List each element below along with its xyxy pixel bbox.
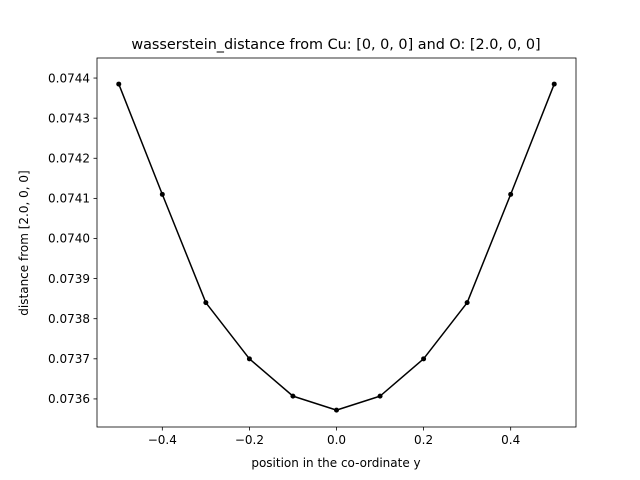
data-point	[159, 191, 165, 197]
x-tick-label: −0.4	[148, 433, 177, 447]
y-tick-label: 0.0738	[48, 312, 90, 326]
x-axis-label: position in the co-ordinate y	[251, 456, 420, 470]
data-point	[246, 356, 252, 362]
y-tick-label: 0.0742	[48, 151, 90, 165]
data-point	[421, 356, 427, 362]
x-tick-label: 0.4	[501, 433, 520, 447]
data-point	[116, 81, 122, 87]
data-point	[551, 81, 557, 87]
data-point	[203, 300, 209, 306]
y-tick-label: 0.0739	[48, 272, 90, 286]
data-point	[508, 191, 514, 197]
x-tick-label: 0.2	[414, 433, 433, 447]
y-axis-label: distance from [2.0, 0, 0]	[17, 170, 31, 315]
y-tick-label: 0.0736	[48, 392, 90, 406]
y-axis: 0.0736 0.0737 0.0738 0.0739 0.0740 0.0741 0.07…	[48, 71, 97, 406]
x-tick-label: 0.0	[327, 433, 346, 447]
data-point	[464, 300, 470, 306]
x-axis: −0.4 −0.2 0.0 0.2 0.4	[148, 427, 520, 447]
x-tick-label: −0.2	[235, 433, 264, 447]
chart-title: wasserstein_distance from Cu: [0, 0, 0] …	[131, 37, 540, 53]
y-tick-label: 0.0744	[48, 71, 90, 85]
y-tick-label: 0.0740	[48, 232, 90, 246]
data-point	[377, 393, 383, 399]
y-tick-label: 0.0743	[48, 111, 90, 125]
data-point	[334, 407, 339, 413]
data-point	[290, 393, 296, 399]
y-tick-label: 0.0737	[48, 352, 90, 366]
y-tick-label: 0.0741	[48, 192, 90, 206]
